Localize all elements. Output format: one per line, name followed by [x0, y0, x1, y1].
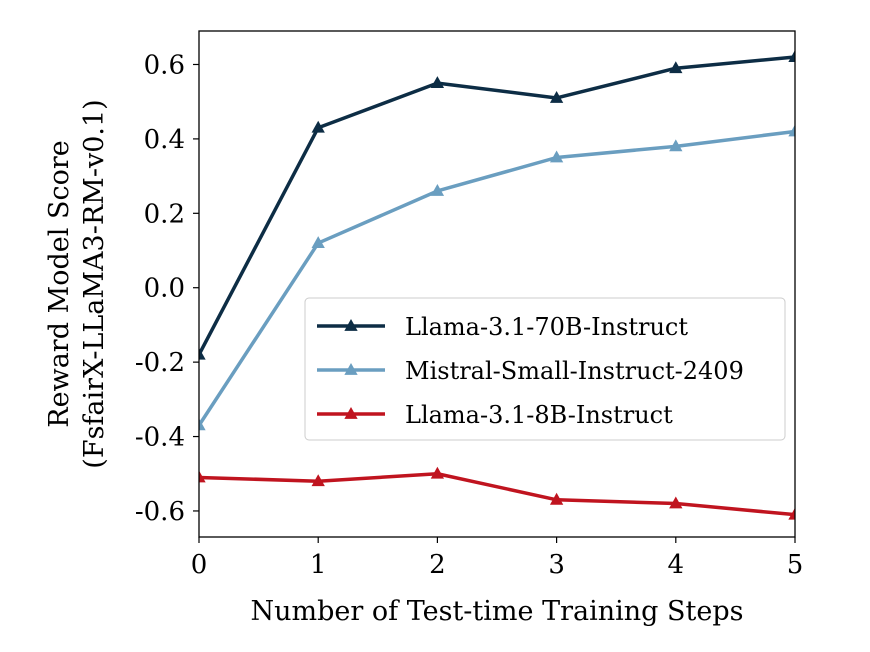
y-tick-label-1: -0.4: [135, 423, 185, 453]
legend-label-1: Mistral-Small-Instruct-2409: [405, 357, 744, 385]
x-axis: 0 1 2 3 4 5: [191, 537, 804, 580]
series-1-point-3: [549, 150, 564, 163]
series-2-point-5: [788, 507, 795, 520]
series-0-point-4: [669, 61, 683, 74]
y-axis-title-line1: Reward Model Score: [44, 140, 75, 427]
series-0-point-5: [788, 50, 795, 62]
y-tick-label-5: 0.4: [144, 125, 185, 155]
y-tick-label-2: -0.2: [135, 348, 185, 378]
y-tick-label-0: -0.6: [135, 497, 185, 527]
y-tick-label-6: 0.6: [144, 50, 185, 80]
series-1-point-2: [430, 183, 445, 196]
series-2-point-2: [430, 466, 445, 479]
y-axis: -0.6 -0.4 -0.2 0.0 0.2 0.4 0.6: [135, 50, 199, 527]
series-1-point-4: [669, 139, 683, 152]
series-layer: [199, 50, 795, 520]
series-0-point-3: [549, 90, 564, 103]
legend-box: [304, 297, 786, 441]
series-0-point-2: [430, 76, 445, 88]
series-1-point-5: [788, 124, 795, 137]
series-2-point-1: [311, 474, 325, 487]
x-tick-label-2: 2: [429, 550, 446, 580]
x-tick-label-0: 0: [191, 550, 208, 580]
series-line-1: [199, 129, 795, 427]
y-tick-label-3: 0.0: [144, 274, 185, 304]
y-axis-title-line2: (FsfairX-LLaMA3-RM-v0.1): [79, 99, 110, 468]
series-2-point-0: [199, 470, 206, 483]
legend-marker-2: [344, 407, 358, 419]
plot-frame: [198, 30, 796, 538]
series-2-point-3: [549, 492, 564, 505]
legend-label-2: Llama-3.1-8B-Instruct: [405, 401, 673, 429]
series-2-point-4: [669, 496, 683, 509]
series-line-0: [199, 55, 795, 356]
series-1-point-0: [199, 418, 206, 431]
series-1-point-1: [311, 236, 325, 248]
series-0-point-0: [199, 347, 206, 360]
x-tick-label-4: 4: [668, 550, 685, 580]
x-tick-label-3: 3: [548, 550, 565, 580]
legend-label-0: Llama-3.1-70B-Instruct: [405, 313, 688, 341]
series-0-point-1: [311, 120, 325, 133]
x-axis-title: Number of Test-time Training Steps: [251, 596, 744, 627]
legend: Llama-3.1-70B-Instruct Mistral-Small-Inst…: [304, 297, 786, 441]
x-tick-label-5: 5: [787, 550, 804, 580]
series-line-2: [199, 472, 795, 517]
y-tick-label-4: 0.2: [144, 199, 185, 229]
legend-marker-1: [344, 363, 358, 375]
legend-marker-0: [344, 319, 358, 331]
x-tick-label-1: 1: [310, 550, 327, 580]
